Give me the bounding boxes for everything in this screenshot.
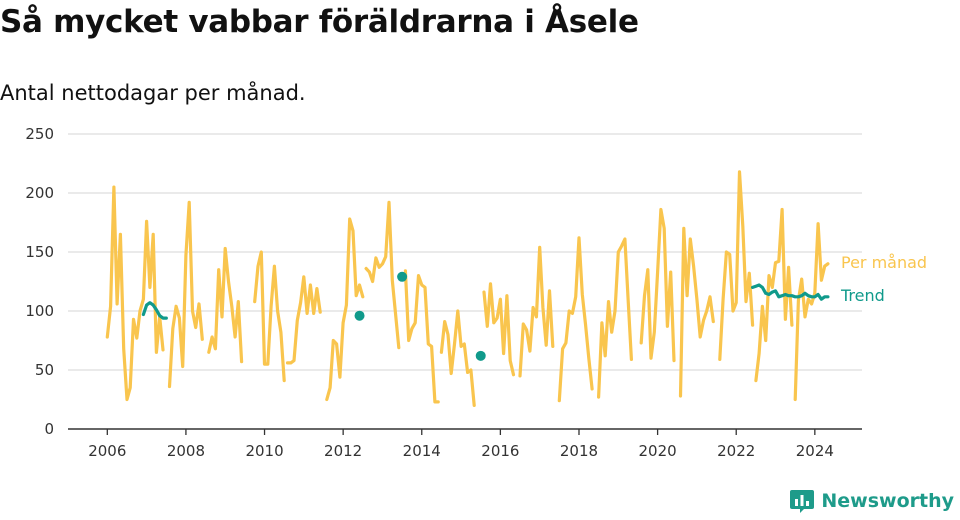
trend-point [354, 310, 365, 321]
monthly-line-segment [793, 222, 830, 402]
y-axis-labels: 0 50 100 150 200 250 [25, 125, 54, 438]
brand-logo[interactable]: Newsworthy [789, 488, 954, 514]
y-tick-label: 0 [44, 420, 54, 438]
monthly-line-segment [105, 185, 165, 402]
trend-point [475, 350, 486, 361]
series-labels: Per månad Trend [840, 253, 927, 305]
y-tick-label: 250 [25, 125, 54, 143]
x-axis-labels: 2006 2008 2010 2012 2014 2016 2018 2020 2022 2024 [88, 442, 834, 460]
trend-line-segment [141, 301, 168, 320]
chart-subtitle: Antal nettodagar per månad. [0, 81, 306, 105]
monthly-line-segment [167, 200, 204, 389]
x-tick-label: 2006 [88, 442, 126, 460]
monthly-line-segment [403, 269, 440, 404]
newsworthy-logo-icon [790, 490, 815, 513]
x-tick-label: 2014 [403, 442, 441, 460]
trend-line-segment [751, 283, 830, 301]
brand-name: Newsworthy [821, 490, 954, 512]
series-lines [105, 170, 830, 407]
y-tick-label: 50 [35, 361, 54, 379]
monthly-line-segment [285, 275, 322, 365]
monthly-line-segment [557, 236, 594, 403]
x-tick-label: 2008 [167, 442, 205, 460]
monthly-line-segment [597, 237, 633, 399]
y-tick-label: 150 [25, 243, 54, 261]
monthly-line-segment [482, 282, 516, 377]
monthly-line-segment [207, 246, 244, 364]
monthly-line-segment [518, 245, 555, 378]
trend-point [397, 271, 408, 282]
legend-trend: Trend [840, 286, 885, 305]
y-tick-label: 100 [25, 302, 54, 320]
x-tick-label: 2012 [324, 442, 362, 460]
monthly-line-segment [439, 309, 476, 407]
x-tick-label: 2020 [639, 442, 677, 460]
x-tick-label: 2016 [481, 442, 519, 460]
x-tick-label: 2024 [796, 442, 834, 460]
x-axis [68, 428, 862, 435]
monthly-line-segment [754, 207, 794, 383]
y-tick-label: 200 [25, 184, 54, 202]
chart-title: Så mycket vabbar föräldrarna i Åsele [0, 4, 639, 40]
monthly-line-segment [253, 250, 286, 383]
x-tick-label: 2010 [245, 442, 283, 460]
grid-lines [68, 133, 862, 371]
monthly-line-segment [639, 207, 676, 363]
x-tick-label: 2018 [560, 442, 598, 460]
monthly-line-segment [718, 170, 755, 361]
monthly-line-segment [678, 226, 715, 398]
monthly-line-segment [325, 217, 365, 402]
x-tick-label: 2022 [717, 442, 755, 460]
monthly-line-segment [364, 200, 401, 350]
legend-per-manad: Per månad [841, 253, 927, 272]
